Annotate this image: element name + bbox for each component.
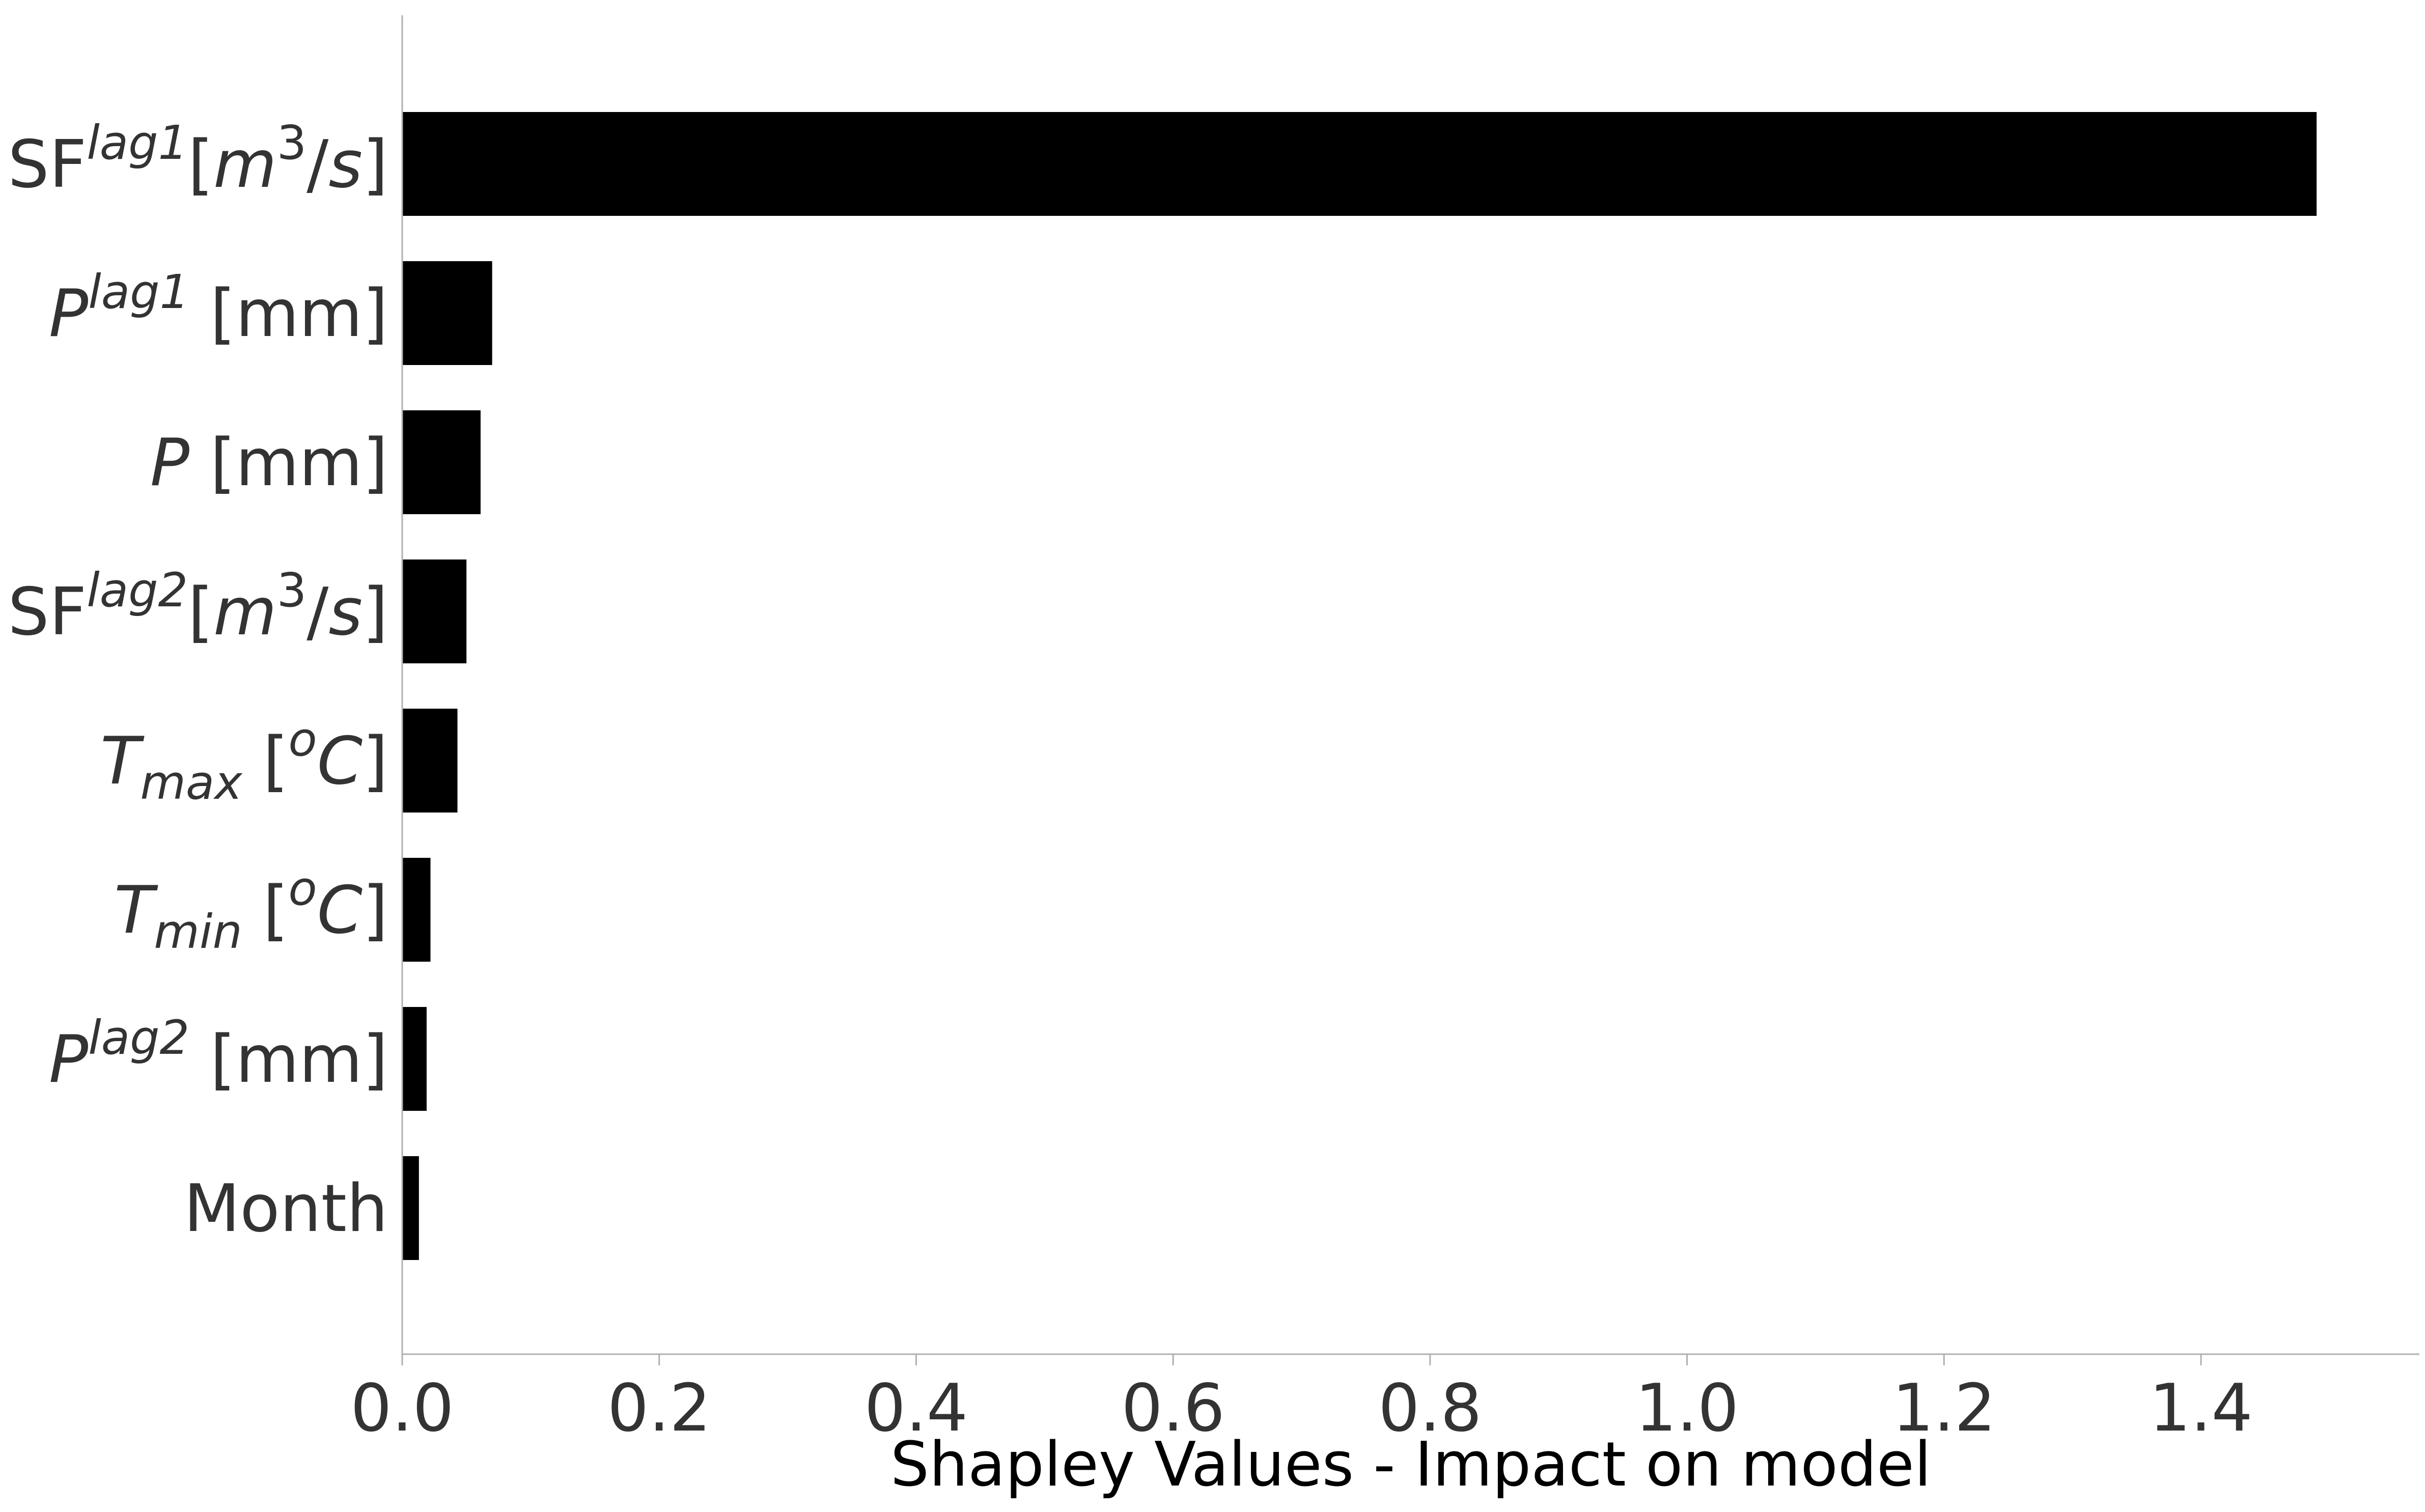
y-category-label: SFlag2[m3/s] xyxy=(8,563,388,650)
bar xyxy=(402,559,467,663)
x-ticks-group: 0.0 0.2 0.4 0.6 0.8 1.0 1.2 1.4 xyxy=(350,1354,2253,1446)
y-category-label: Tmax [oC] xyxy=(100,712,388,810)
bars-group xyxy=(402,112,2317,1260)
bar xyxy=(402,410,481,514)
bar xyxy=(402,261,492,365)
y-category-label: P [mm] xyxy=(150,425,388,501)
axes-group xyxy=(401,15,2419,1355)
x-tick-label: 0.2 xyxy=(607,1370,711,1446)
x-tick-label: 0.0 xyxy=(350,1370,454,1446)
bar xyxy=(402,1156,419,1260)
x-tick-label: 1.2 xyxy=(1892,1370,1996,1446)
bar xyxy=(402,1007,427,1111)
x-tick-label: 0.8 xyxy=(1378,1370,1482,1446)
bar xyxy=(402,709,458,813)
y-category-label: Plag1 [mm] xyxy=(49,265,388,352)
y-category-label: Month xyxy=(184,1171,388,1247)
y-labels-group: SFlag1[m3/s] Plag1 [mm] P [mm] SFlag2[m3/s]… xyxy=(8,116,388,1247)
x-tick-label: 1.0 xyxy=(1635,1370,1739,1446)
y-category-label: Plag2 [mm] xyxy=(49,1011,388,1098)
x-tick-label: 1.4 xyxy=(2149,1370,2253,1446)
y-category-label: Tmin [oC] xyxy=(114,861,388,959)
x-axis-title: Shapley Values - Impact on model xyxy=(890,1430,1931,1500)
x-tick-label: 0.6 xyxy=(1121,1370,1225,1446)
bar xyxy=(402,112,2317,216)
y-category-label: SFlag1[m3/s] xyxy=(8,116,388,203)
x-tick-label: 0.4 xyxy=(865,1370,968,1446)
bar xyxy=(402,858,431,962)
